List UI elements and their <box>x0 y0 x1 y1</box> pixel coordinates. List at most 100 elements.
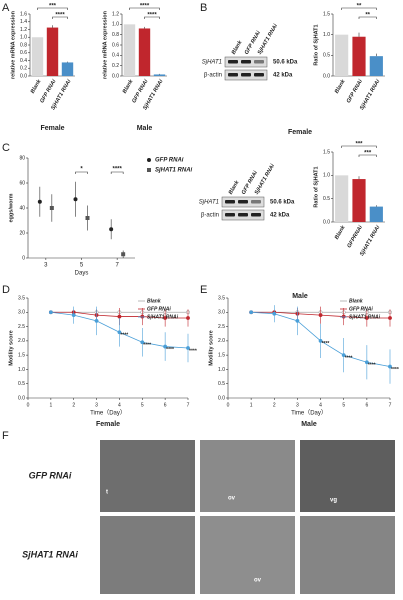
x-tick-label: 3 <box>296 402 299 408</box>
row-label: SjHAT1 RNAi <box>22 549 78 559</box>
legend-label: Blank <box>147 298 161 304</box>
x-tick-label: 1 <box>49 402 52 408</box>
bar <box>138 28 151 76</box>
significance-label: **** <box>345 355 353 361</box>
y-axis-label: Ratio of SjHAT1 <box>313 24 319 65</box>
y-tick-label: 0.2 <box>20 66 27 72</box>
x-axis-label: Days <box>75 271 89 277</box>
significance-bracket <box>37 7 68 10</box>
y-tick-label: 0.0 <box>323 219 330 225</box>
x-tick-label: 7 <box>389 402 392 408</box>
y-tick-label: 1.0 <box>218 367 225 373</box>
point <box>85 216 90 220</box>
x-axis-label: Time（Day） <box>90 410 126 417</box>
micrograph <box>100 516 195 594</box>
point <box>295 318 300 323</box>
point <box>186 316 190 320</box>
y-tick-label: 2.0 <box>18 338 25 344</box>
bar <box>369 56 383 76</box>
row-label: β-actin <box>201 213 219 219</box>
x-axis-label: Female <box>40 125 64 132</box>
x-tick-label: 7 <box>187 402 190 408</box>
blot-band <box>225 200 235 204</box>
point <box>163 344 168 349</box>
significance-bracket <box>341 145 377 148</box>
chart-caption: Female <box>96 421 120 428</box>
x-tick-label: Blank <box>122 78 135 95</box>
legend-label: Blank <box>349 298 363 304</box>
y-axis-label: Ratio of SjHAT1 <box>313 166 319 207</box>
micrograph <box>100 440 195 512</box>
panel-label: F <box>2 430 9 442</box>
x-tick-label: Blank <box>30 78 43 95</box>
bar <box>352 36 366 76</box>
point <box>117 330 122 335</box>
y-tick-label: 3.5 <box>218 295 225 301</box>
blot-band <box>228 73 238 77</box>
significance-label: **** <box>143 343 151 349</box>
y-tick-label: 1.0 <box>20 35 27 41</box>
x-tick-label: 5 <box>80 263 84 269</box>
y-tick-label: 0.0 <box>218 395 225 401</box>
y-axis-label: Motility score <box>8 330 14 365</box>
y-tick-label: 1.6 <box>20 11 27 17</box>
point <box>117 314 122 319</box>
significance-label: **** <box>189 348 197 354</box>
x-tick-label: 4 <box>118 402 121 408</box>
structure-label: vg <box>330 498 337 504</box>
point <box>364 316 369 320</box>
size-label: 50.6 kDa <box>270 200 295 206</box>
y-tick-label: 0.5 <box>323 196 330 202</box>
significance-label: *** <box>355 142 363 148</box>
point <box>121 252 126 257</box>
x-axis-label: Male <box>137 125 153 132</box>
x-tick-label: GFP RNAi <box>346 78 364 104</box>
blot-band <box>238 213 248 217</box>
point <box>318 338 323 343</box>
blot-band <box>238 200 248 204</box>
panel-label: D <box>2 284 10 296</box>
legend-label: GFP RNAi <box>155 158 184 164</box>
significance-label: **** <box>322 341 330 347</box>
y-tick-label: 0.5 <box>323 53 330 59</box>
significance-label: **** <box>368 363 376 369</box>
bar <box>123 24 136 76</box>
micrograph-images <box>100 440 395 594</box>
significance-label: **** <box>391 367 399 373</box>
y-tick-label: 2.5 <box>218 324 225 330</box>
significance-bracket <box>341 7 377 10</box>
micrograph <box>200 440 295 512</box>
legend-label: GFP RNAi <box>349 306 373 312</box>
significance-label: **** <box>140 4 150 10</box>
size-label: 42 kDa <box>273 73 293 79</box>
x-tick-label: 3 <box>95 402 98 408</box>
bar <box>153 74 166 76</box>
bar <box>369 206 383 222</box>
point <box>341 314 346 319</box>
x-tick-label: 6 <box>164 402 167 408</box>
point <box>37 199 42 204</box>
panel-label: E <box>200 284 207 296</box>
point <box>73 197 78 202</box>
blot-caption: Female <box>288 129 312 136</box>
x-tick-label: 1 <box>250 402 253 408</box>
row-label: GFP RNAi <box>29 470 72 480</box>
y-tick-label: 1.0 <box>323 173 330 179</box>
legend-swatch <box>147 168 151 172</box>
y-tick-label: 0.6 <box>20 50 27 56</box>
y-tick-label: 1.4 <box>20 19 27 25</box>
bar <box>46 27 59 76</box>
row-label: β-actin <box>204 73 222 79</box>
significance-label: ** <box>357 4 362 10</box>
y-tick-label: 0.6 <box>112 42 119 48</box>
point <box>318 313 323 318</box>
y-tick-label: 0.0 <box>18 395 25 401</box>
micrograph <box>200 516 295 594</box>
significance-label: **** <box>120 333 128 339</box>
y-tick-label: 0.2 <box>112 63 119 69</box>
x-tick-label: 6 <box>365 402 368 408</box>
y-tick-label: 3.0 <box>218 310 225 316</box>
bar <box>352 179 366 222</box>
row-label: SjHAT1 <box>202 60 222 66</box>
